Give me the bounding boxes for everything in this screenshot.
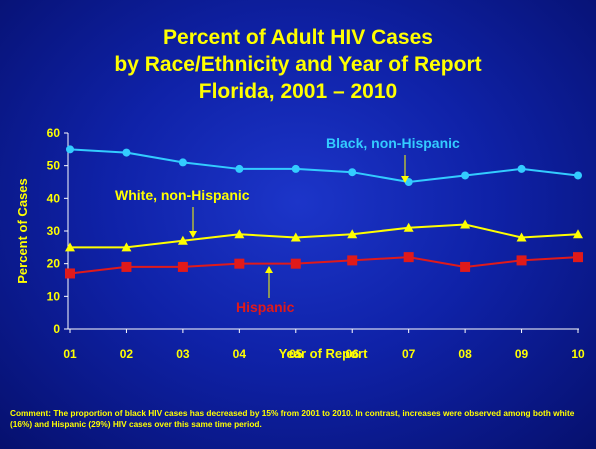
data-point-hispanic <box>65 268 75 279</box>
data-point-black <box>122 148 131 157</box>
data-point-white <box>234 229 245 239</box>
series-line-black-non-hispanic <box>69 148 579 184</box>
data-point-black <box>235 164 244 173</box>
data-point-white <box>347 229 358 239</box>
x-tick-label: 08 <box>458 347 472 361</box>
arrowhead-black <box>401 176 409 183</box>
y-tick-label: 0 <box>53 322 60 336</box>
data-point-white <box>177 235 188 245</box>
title-line-3: Florida, 2001 – 2010 <box>198 80 398 103</box>
chart-title: Percent of Adult HIV Cases by Race/Ethni… <box>0 24 596 105</box>
data-point-black <box>291 164 300 173</box>
x-tick-label: 01 <box>63 347 77 361</box>
x-axis-title: Year of Report <box>279 346 369 361</box>
y-tick-label: 10 <box>47 289 61 303</box>
chart-annotations: Black, non-Hispanic White, non-Hispanic Hi… <box>115 135 460 315</box>
data-point-white <box>121 242 132 252</box>
x-tick-label: 06 <box>346 347 360 361</box>
x-tick-label: 04 <box>233 347 247 361</box>
chart-series <box>65 145 583 279</box>
data-point-black <box>517 164 526 173</box>
y-tick-label: 30 <box>47 224 61 238</box>
x-tick-label: 10 <box>571 347 585 361</box>
data-point-hispanic <box>460 261 471 272</box>
x-tick-label: 07 <box>402 347 416 361</box>
data-point-black <box>66 145 74 154</box>
y-tick-label: 60 <box>47 126 61 140</box>
y-tick-label: 50 <box>47 159 61 173</box>
data-point-hispanic <box>347 255 358 266</box>
data-point-black <box>574 171 582 180</box>
data-point-hispanic <box>290 258 301 269</box>
label-hispanic: Hispanic <box>236 299 295 315</box>
data-point-hispanic <box>234 258 245 269</box>
title-line-1: Percent of Adult HIV Cases <box>163 26 433 49</box>
comment-text: Comment: The proportion of black HIV cas… <box>10 408 575 429</box>
x-tick-label: 09 <box>515 347 529 361</box>
arrowhead-white <box>189 231 197 238</box>
y-tick-label: 20 <box>47 257 61 271</box>
data-point-hispanic <box>177 261 188 272</box>
data-point-hispanic <box>403 252 414 263</box>
x-tick-label: 03 <box>176 347 190 361</box>
data-point-white <box>573 229 583 239</box>
arrowhead-hispanic <box>265 266 273 273</box>
label-black-non-hispanic: Black, non-Hispanic <box>326 135 460 151</box>
data-point-white <box>516 232 527 242</box>
data-point-hispanic <box>121 261 132 272</box>
data-point-black <box>461 171 470 180</box>
data-point-black <box>178 158 187 167</box>
y-tick-label: 40 <box>47 191 61 205</box>
title-line-2: by Race/Ethnicity and Year of Report <box>114 53 482 76</box>
label-white-non-hispanic: White, non-Hispanic <box>115 187 250 203</box>
x-tick-label: 02 <box>120 347 134 361</box>
y-axis-title: Percent of Cases <box>15 178 30 284</box>
data-point-hispanic <box>516 255 527 266</box>
data-point-white <box>403 222 414 232</box>
series-line-hispanic <box>69 256 579 275</box>
x-tick-label: 05 <box>289 347 303 361</box>
series-line-white-non-hispanic <box>70 223 579 249</box>
data-point-hispanic <box>573 252 583 263</box>
data-point-white <box>290 232 301 242</box>
data-point-white <box>460 219 471 229</box>
data-point-black <box>348 168 357 177</box>
chart-axes: 0 10 20 30 40 50 60 01 02 03 04 05 06 07 08 09 10 Year of… <box>15 126 585 361</box>
data-point-white <box>65 242 75 252</box>
